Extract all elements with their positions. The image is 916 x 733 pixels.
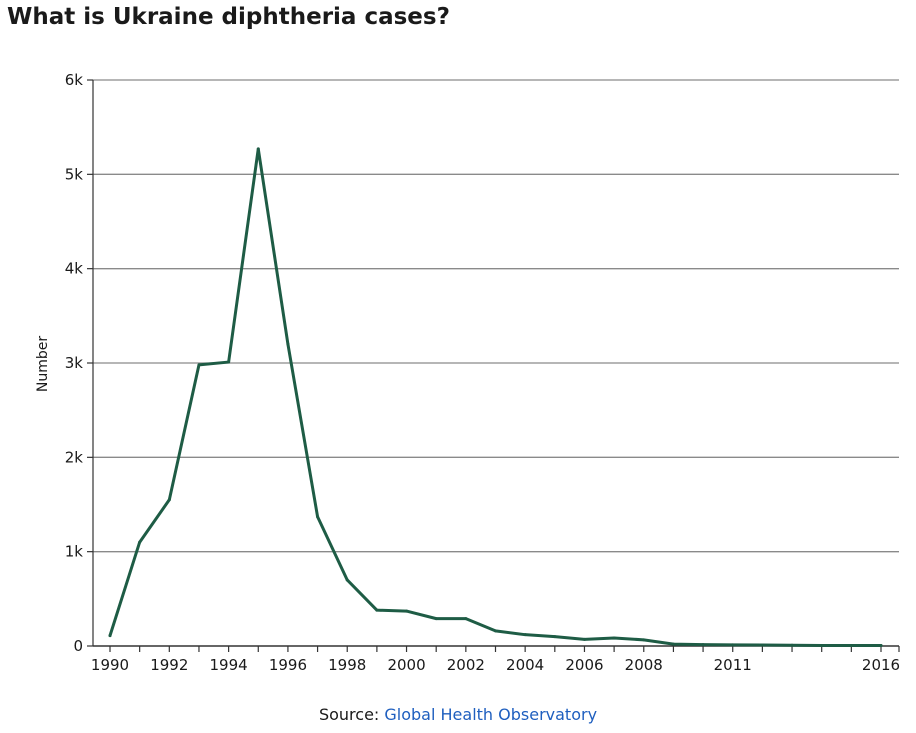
data-point	[760, 643, 764, 647]
data-point	[108, 634, 112, 638]
axes	[87, 79, 900, 652]
x-tick-label: 1990	[91, 656, 129, 674]
data-point	[612, 636, 616, 640]
data-point	[464, 617, 468, 621]
chart-title: What is Ukraine diphtheria cases?	[7, 4, 450, 30]
y-tick-label: 4k	[65, 260, 84, 278]
data-point	[227, 360, 231, 364]
data-point	[790, 643, 794, 647]
x-tick-label: 2006	[565, 656, 603, 674]
y-tick-label: 2k	[65, 448, 84, 466]
gridlines	[93, 79, 899, 553]
x-tick-label: 1994	[210, 656, 248, 674]
data-point	[405, 609, 409, 613]
x-tick-label: 2008	[625, 656, 663, 674]
y-tick-label: 5k	[65, 165, 84, 183]
data-point	[167, 498, 171, 502]
line-chart: 0 1k 2k 3k 4k 5k 6k 1990 1992 1994 1996 1998 2000 200…	[35, 71, 900, 674]
y-tick-label: 1k	[65, 543, 84, 561]
source-prefix: Source:	[318, 705, 385, 724]
data-point	[582, 637, 586, 641]
data-point	[701, 643, 705, 647]
y-axis-label: Number	[35, 336, 51, 392]
data-point	[820, 644, 824, 648]
y-tick-label: 6k	[65, 71, 84, 89]
data-point	[286, 342, 290, 346]
data-point	[849, 644, 853, 648]
data-point	[523, 633, 527, 637]
y-tick-label: 3k	[65, 354, 84, 372]
data-point	[494, 629, 497, 633]
data-point	[256, 147, 260, 151]
x-tick-label: 2016	[862, 656, 900, 674]
data-point	[316, 515, 320, 519]
x-tick-label: 2000	[387, 656, 425, 674]
data-point	[553, 635, 557, 639]
series-line	[108, 147, 883, 648]
data-point	[138, 540, 142, 544]
data-point	[642, 638, 646, 642]
data-point	[197, 363, 201, 367]
x-tick-label: 2011	[714, 656, 752, 674]
data-point	[434, 617, 438, 621]
data-point	[375, 608, 379, 612]
x-tick-label: 1998	[328, 656, 366, 674]
x-tick-label: 1992	[150, 656, 188, 674]
data-point	[345, 578, 349, 582]
data-point	[731, 643, 735, 647]
y-tick-label: 0	[73, 637, 83, 655]
tick-labels: 0 1k 2k 3k 4k 5k 6k 1990 1992 1994 1996 1998 2000 200…	[65, 71, 900, 674]
x-tick-label: 2002	[447, 656, 485, 674]
x-tick-label: 2004	[506, 656, 544, 674]
series	[108, 147, 883, 648]
x-tick-label: 1996	[269, 656, 307, 674]
source-link[interactable]: Global Health Observatory	[384, 705, 598, 724]
data-point	[671, 642, 675, 646]
source-line: Source: Global Health Observatory	[0, 705, 916, 724]
data-point	[879, 644, 883, 648]
